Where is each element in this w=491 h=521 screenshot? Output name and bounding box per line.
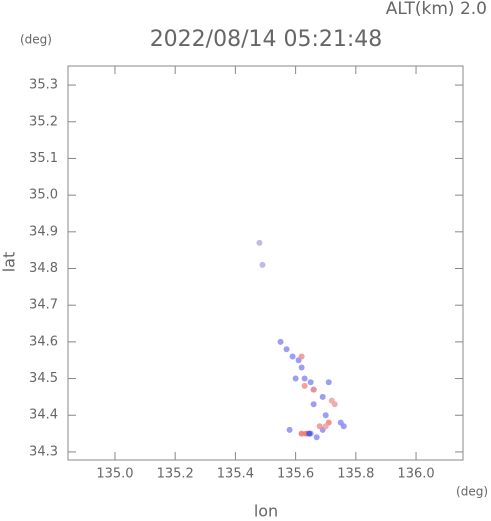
- y-tick-label: 34.4: [29, 408, 58, 423]
- y-tick-label: 34.7: [29, 298, 58, 313]
- echo-point: [256, 239, 263, 246]
- echo-point: [292, 375, 299, 382]
- echo-point: [322, 412, 329, 419]
- y-tick-label: 34.6: [29, 334, 58, 349]
- x-tick-label: 135.2: [157, 467, 194, 482]
- x-tick-label: 135.4: [217, 467, 254, 482]
- x-axis-label: lon: [254, 502, 278, 521]
- echo-point: [310, 386, 317, 393]
- y-tick-label: 35.3: [29, 78, 58, 93]
- y-tick-label: 35.1: [29, 151, 58, 166]
- y-tick-label: 34.8: [29, 261, 58, 276]
- echo-point: [331, 401, 338, 408]
- y-tick-label: 34.9: [29, 224, 58, 239]
- x-unit: (deg): [456, 485, 488, 499]
- echo-point: [301, 375, 308, 382]
- echo-point: [286, 426, 293, 433]
- y-unit: (deg): [20, 33, 52, 47]
- x-tick-label: 136.0: [397, 467, 434, 482]
- echo-point: [319, 393, 326, 400]
- echo-point: [316, 423, 323, 430]
- echo-point: [277, 338, 284, 345]
- x-tick-label: 135.0: [96, 467, 133, 482]
- y-axis-label: lat: [0, 252, 19, 273]
- echo-point: [306, 430, 313, 437]
- echo-point: [283, 346, 290, 353]
- echo-point: [289, 353, 296, 360]
- echo-point: [340, 423, 347, 430]
- echo-point: [325, 379, 332, 386]
- echo-point: [307, 379, 314, 386]
- chart-title: 2022/08/14 05:21:48: [150, 27, 383, 52]
- y-tick-label: 35.0: [29, 188, 58, 203]
- echo-point: [301, 382, 308, 389]
- echo-point: [310, 401, 317, 408]
- echo-point: [298, 353, 305, 360]
- echo-point: [313, 434, 320, 441]
- echo-point: [259, 261, 266, 268]
- x-tick-label: 135.8: [337, 467, 374, 482]
- x-tick-label: 135.6: [277, 467, 314, 482]
- y-tick-label: 34.5: [29, 371, 58, 386]
- y-tick-label: 35.2: [29, 114, 58, 129]
- echo-point: [298, 430, 305, 437]
- plot-frame: [67, 65, 464, 461]
- echo-point: [298, 364, 305, 371]
- altitude-label: ALT(km) 2.0: [386, 0, 487, 19]
- y-tick-label: 34.3: [29, 444, 58, 459]
- echo-point: [322, 423, 329, 430]
